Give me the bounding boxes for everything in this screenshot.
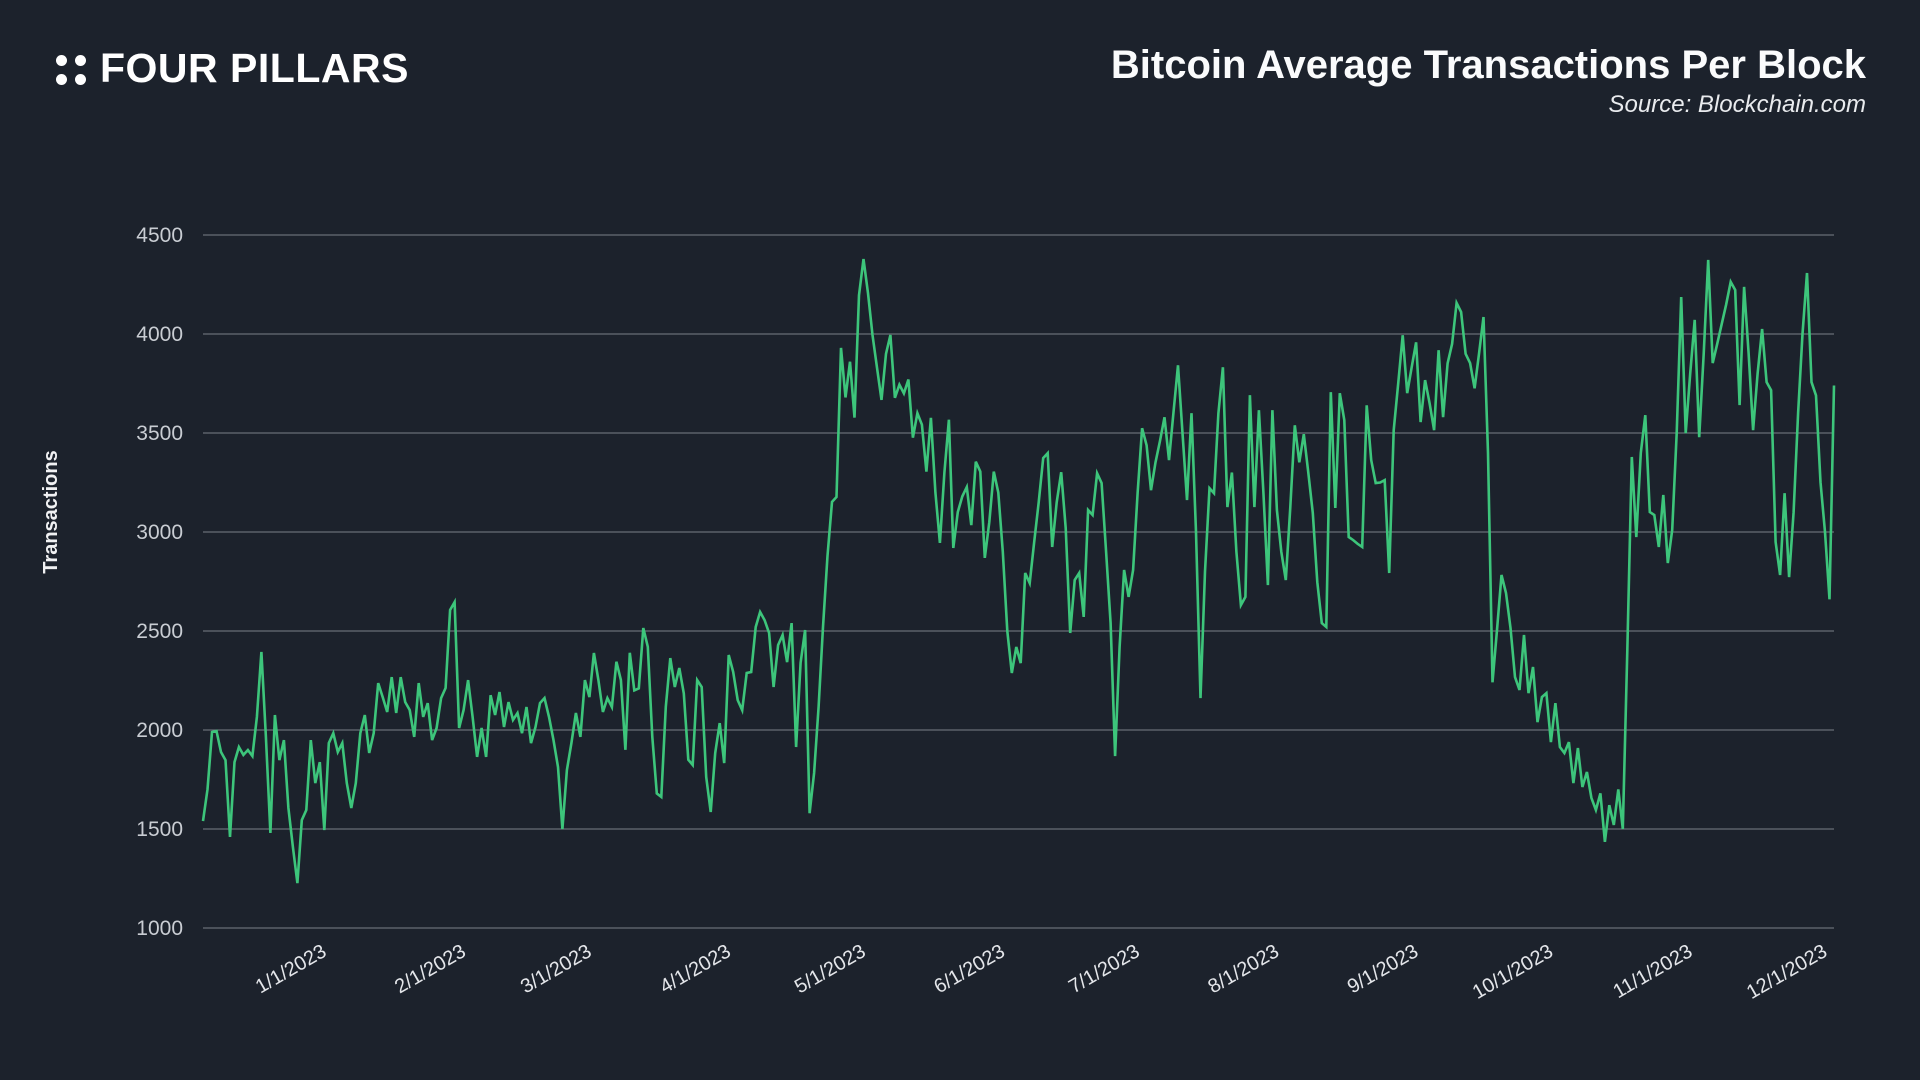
y-tick-label: 3500 [136,422,183,445]
x-tick-label: 7/1/2023 [1065,940,1143,998]
x-tick-label: 9/1/2023 [1344,940,1422,998]
y-tick-label: 1000 [136,917,183,940]
y-tick-label: 1500 [136,818,183,841]
source-attribution: Source: Blockchain.com [1608,91,1866,118]
chart-title: Bitcoin Average Transactions Per Block [1110,43,1866,87]
x-tick-label: 2/1/2023 [391,940,469,998]
x-tick-label: 5/1/2023 [791,940,869,998]
x-tick-label: 11/1/2023 [1609,940,1696,1003]
y-tick-label: 2500 [136,620,183,643]
y-tick-label: 2000 [136,719,183,742]
x-tick-label: 1/1/2023 [252,940,330,998]
y-axis-title: Transactions [40,450,62,573]
x-tick-label: 3/1/2023 [517,940,595,998]
y-tick-label: 3000 [136,521,183,544]
x-tick-label: 12/1/2023 [1743,940,1831,1004]
y-tick-label: 4000 [136,323,183,346]
four-dots-logo-icon [56,54,86,85]
series-line [201,258,1836,884]
four-pillars-logo: FOUR PILLARS [56,45,409,91]
x-tick-label: 6/1/2023 [930,940,1008,998]
x-tick-label: 10/1/2023 [1469,940,1557,1004]
logo-text: FOUR PILLARS [100,45,409,91]
x-tick-label: 8/1/2023 [1204,940,1282,998]
x-tick-label: 4/1/2023 [656,940,734,998]
y-tick-label: 4500 [136,224,183,247]
